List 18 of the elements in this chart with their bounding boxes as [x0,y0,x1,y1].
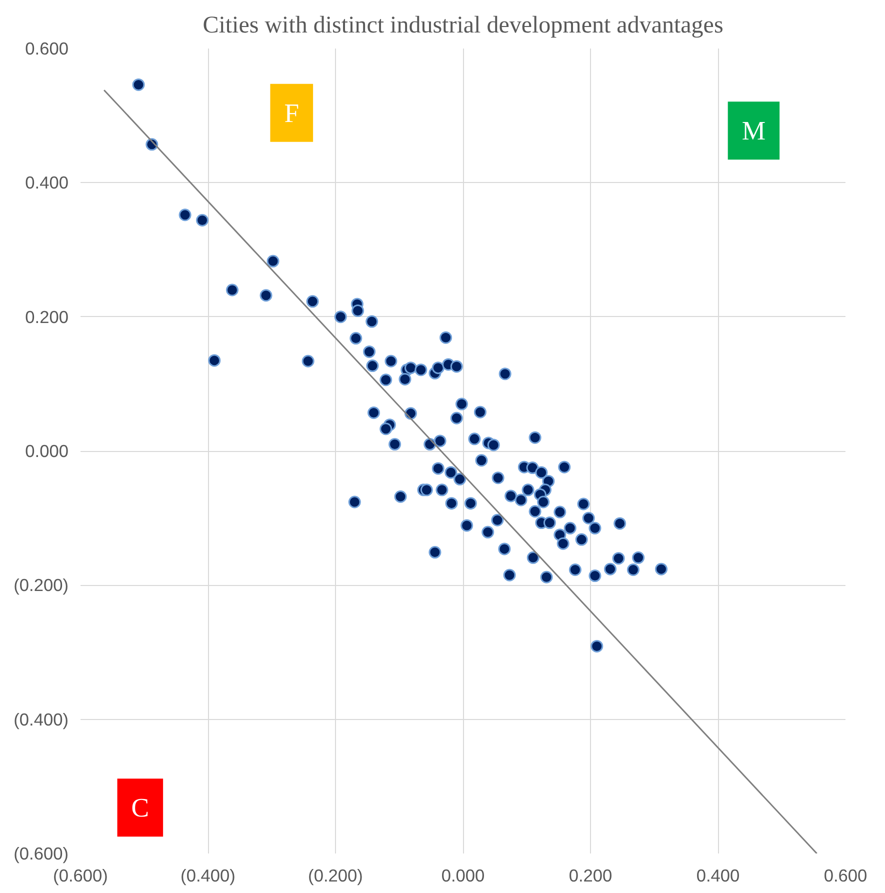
x-tick-label: 0.400 [696,866,740,886]
y-tick-label: (0.600) [14,844,69,864]
y-tick-label: 0.400 [25,172,69,193]
x-tick-label: 0.000 [441,866,485,886]
y-tick-label: 0.200 [25,306,69,327]
y-tick-label: 0.600 [25,38,69,58]
chart-title: Cities with distinct industrial development advantages [202,12,724,38]
x-tick-label: (0.600) [53,866,108,886]
annotation: C [131,792,150,823]
y-tick-label: (0.400) [14,709,69,730]
annotation: F [284,98,300,128]
x-tick-label: (0.200) [308,866,363,886]
y-tick-label: 0.000 [25,441,69,461]
annotation: M [742,116,766,146]
y-tick-label: (0.200) [14,575,69,596]
x-tick-label: 0.200 [568,866,612,886]
x-tick-label: (0.400) [180,866,236,886]
x-tick-label: 0.600 [824,866,868,886]
